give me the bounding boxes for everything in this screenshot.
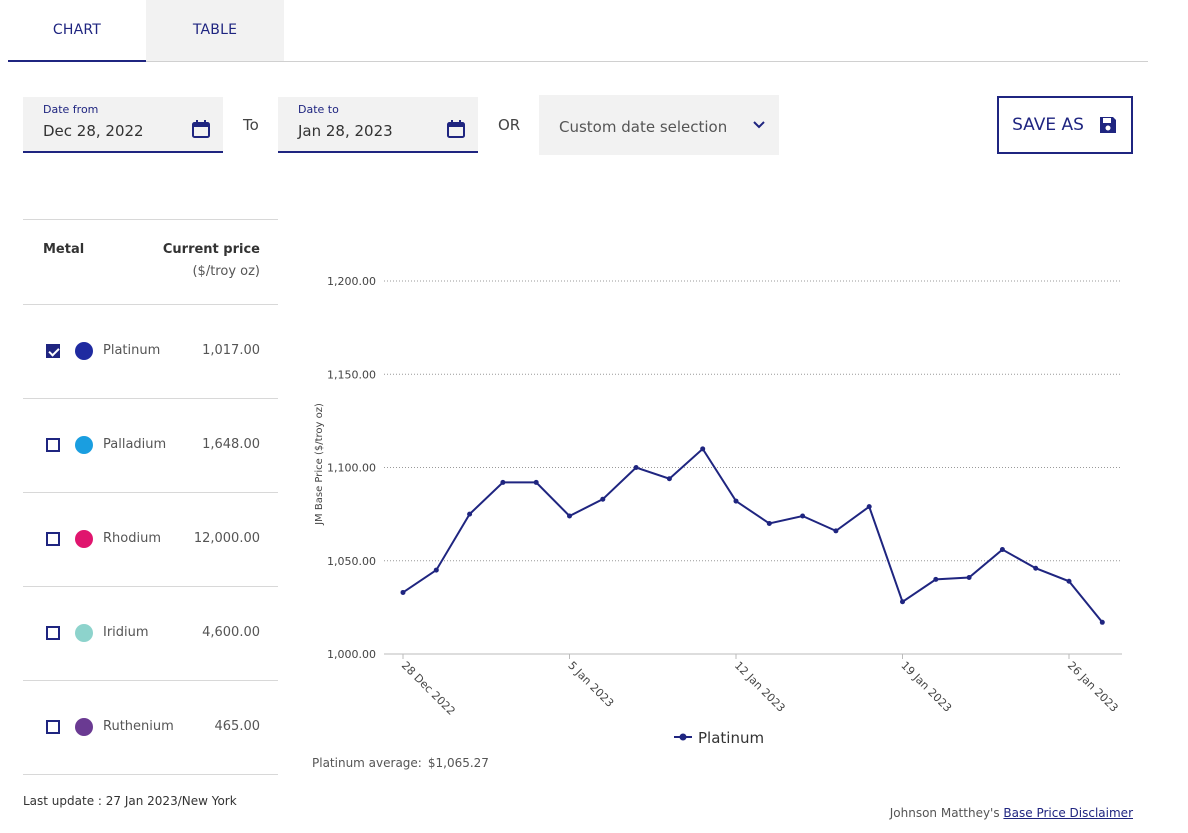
palladium-color-dot: [75, 436, 93, 454]
data-point[interactable]: [567, 513, 572, 519]
data-point[interactable]: [700, 446, 706, 452]
data-point[interactable]: [1099, 619, 1105, 625]
x-tick-label: 19 Jan 2023: [898, 659, 954, 715]
data-point[interactable]: [833, 528, 839, 534]
calendar-icon[interactable]: [191, 119, 211, 139]
data-point[interactable]: [733, 498, 739, 504]
data-point[interactable]: [766, 520, 772, 526]
save-as-button[interactable]: SAVE AS: [997, 96, 1133, 154]
palladium-checkbox[interactable]: [46, 438, 60, 452]
tab-chart[interactable]: CHART: [8, 0, 146, 62]
header-metal: Metal: [43, 242, 85, 257]
rhodium-checkbox[interactable]: [46, 532, 60, 546]
header-price-unit: ($/troy oz): [192, 264, 260, 279]
ruthenium-checkbox[interactable]: [46, 720, 60, 734]
ruthenium-color-dot: [75, 718, 93, 736]
custom-date-dropdown[interactable]: Custom date selection: [539, 95, 779, 155]
date-from-field[interactable]: Date from Dec 28, 2022: [23, 97, 223, 153]
disclaimer-prefix: Johnson Matthey's: [889, 806, 1004, 820]
header-current-price: Current price: [162, 242, 260, 257]
metal-row-rhodium: Rhodium 12,000.00: [23, 493, 278, 587]
metal-row-ruthenium: Ruthenium 465.00: [23, 681, 278, 775]
date-from-value[interactable]: Dec 28, 2022: [43, 122, 144, 140]
data-point[interactable]: [800, 513, 806, 519]
disclaimer: Johnson Matthey's Base Price Disclaimer: [890, 806, 1133, 820]
save-as-label: SAVE AS: [1012, 115, 1084, 135]
series-line-platinum: [402, 447, 1104, 623]
metal-price: 4,600.00: [202, 625, 260, 640]
chart-legend[interactable]: Platinum: [674, 729, 764, 747]
tab-bar: CHART TABLE: [8, 0, 1148, 62]
data-point[interactable]: [467, 511, 473, 517]
rhodium-color-dot: [75, 530, 93, 548]
data-point[interactable]: [1066, 578, 1072, 584]
y-tick-label: 1,200.00: [327, 275, 376, 288]
metal-price: 465.00: [214, 719, 261, 734]
y-tick-label: 1,000.00: [327, 648, 376, 661]
y-tick-label: 1,100.00: [327, 462, 376, 475]
average-value: $1,065.27: [427, 756, 489, 770]
data-point[interactable]: [966, 575, 972, 581]
legend-platinum[interactable]: Platinum: [698, 729, 764, 747]
disclaimer-link[interactable]: Base Price Disclaimer: [1003, 806, 1133, 820]
price-chart: 1,000.00 1,050.00 1,100.00 1,150.00 1,200.00…: [314, 275, 1122, 747]
date-to-value[interactable]: Jan 28, 2023: [298, 122, 393, 140]
data-point[interactable]: [500, 479, 506, 485]
data-point[interactable]: [866, 504, 872, 510]
average-label: Platinum average:: [312, 756, 422, 770]
metal-price: 1,648.00: [202, 437, 260, 452]
metal-name: Palladium: [103, 437, 167, 452]
x-tick-label: 12 Jan 2023: [732, 659, 788, 715]
y-tick-label: 1,150.00: [327, 368, 376, 381]
iridium-color-dot: [75, 624, 93, 642]
or-separator: OR: [498, 116, 521, 134]
y-tick-label: 1,050.00: [327, 555, 376, 568]
data-point[interactable]: [999, 547, 1005, 553]
to-separator: To: [243, 116, 259, 134]
metal-name: Rhodium: [103, 531, 161, 546]
iridium-checkbox[interactable]: [46, 626, 60, 640]
metal-row-platinum: Platinum 1,017.00: [23, 305, 278, 399]
x-tick-label: 5 Jan 2023: [565, 659, 616, 710]
metal-table-header: Metal Current price ($/troy oz): [23, 219, 278, 305]
data-point[interactable]: [900, 599, 905, 605]
metal-row-palladium: Palladium 1,648.00: [23, 399, 278, 493]
platinum-average: Platinum average: $1,065.27: [312, 756, 489, 770]
tab-table[interactable]: TABLE: [146, 0, 284, 61]
metal-row-iridium: Iridium 4,600.00: [23, 587, 278, 681]
platinum-checkbox[interactable]: [46, 344, 60, 358]
metal-price: 1,017.00: [202, 343, 260, 358]
data-point[interactable]: [933, 576, 939, 582]
custom-date-value: Custom date selection: [559, 118, 728, 136]
x-tick-label: 28 Dec 2022: [399, 659, 458, 718]
date-to-label: Date to: [298, 103, 339, 116]
data-point[interactable]: [433, 567, 439, 573]
metal-name: Platinum: [103, 343, 161, 358]
last-update: Last update : 27 Jan 2023/New York: [23, 794, 237, 808]
data-point[interactable]: [666, 476, 672, 482]
platinum-color-dot: [75, 342, 93, 360]
chevron-down-icon: [753, 121, 765, 129]
data-point[interactable]: [533, 479, 539, 485]
date-to-field[interactable]: Date to Jan 28, 2023: [278, 97, 478, 153]
date-from-label: Date from: [43, 103, 99, 116]
data-point[interactable]: [400, 589, 406, 595]
calendar-icon[interactable]: [446, 119, 466, 139]
y-axis-label: JM Base Price ($/troy oz): [314, 403, 325, 526]
x-tick-label: 26 Jan 2023: [1065, 659, 1121, 715]
metal-name: Iridium: [103, 625, 149, 640]
floppy-disk-icon: [1099, 117, 1116, 133]
data-point[interactable]: [1033, 565, 1039, 571]
data-point[interactable]: [600, 496, 606, 502]
metal-name: Ruthenium: [103, 719, 174, 734]
metal-table: Metal Current price ($/troy oz) Platinum…: [23, 219, 278, 775]
data-point[interactable]: [633, 465, 639, 470]
metal-price: 12,000.00: [193, 531, 260, 546]
